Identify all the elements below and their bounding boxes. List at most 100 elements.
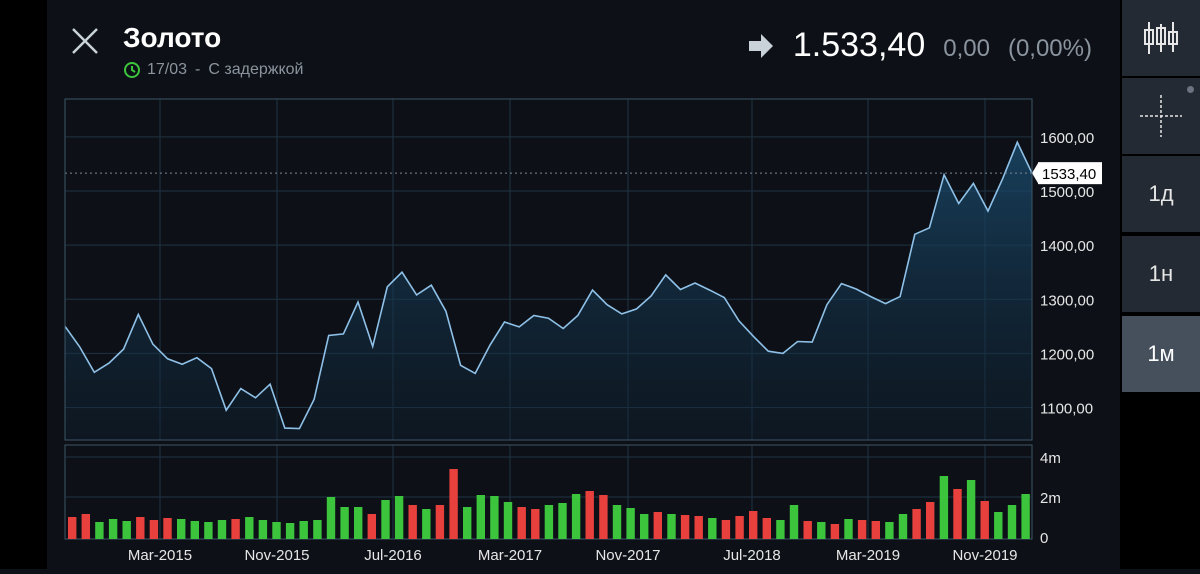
volume-bar (231, 519, 240, 539)
price-area (65, 142, 1032, 441)
chart-area[interactable]: 1600,00 1500,00 1400,00 1300,00 1200,00 1100,… (63, 97, 1120, 574)
y-tick-label: 1500,00 (1040, 184, 1094, 201)
volume-bar (830, 524, 840, 539)
volume-bar (953, 489, 962, 539)
right-toolbar: 1д 1н 1м (1120, 0, 1200, 569)
separator: - (195, 61, 201, 78)
volume-bar (422, 509, 431, 539)
close-icon (72, 28, 98, 54)
volume-bar (285, 523, 295, 539)
x-tick-label: Mar-2017 (478, 547, 542, 564)
chart-type-button[interactable] (1122, 0, 1200, 76)
volume-tick-label: 4m (1040, 450, 1061, 467)
volume-bar (789, 505, 799, 539)
volume-bar (108, 519, 118, 539)
volume-bar (966, 480, 976, 539)
volume-bar (885, 522, 894, 539)
volume-bar (163, 518, 172, 539)
current-price-marker (1032, 163, 1038, 184)
volume-bar (939, 476, 949, 539)
arrow-right-icon (748, 33, 773, 58)
volume-bar (694, 516, 703, 539)
y-tick-label: 1300,00 (1040, 292, 1094, 309)
volume-bar (708, 518, 717, 539)
volume-bar (122, 521, 131, 539)
x-tick-label: Jul-2016 (364, 547, 422, 564)
price-line (64, 140, 1033, 430)
volume-tick-label: 0 (1040, 530, 1048, 547)
volume-bar (857, 520, 867, 539)
instrument-title: Золото (123, 22, 222, 53)
x-tick-label: Jul-2018 (723, 547, 781, 564)
volume-bar (299, 521, 308, 539)
volume-bar (354, 507, 363, 539)
volume-bar (272, 522, 281, 539)
volume-bar (762, 518, 771, 539)
volume-bar (817, 522, 826, 539)
volume-bar (844, 519, 853, 539)
x-tick-label: Nov-2017 (595, 547, 660, 564)
x-tick-label: Nov-2015 (244, 547, 309, 564)
volume-bar (136, 517, 145, 539)
current-price-label: 1533,40 (1042, 166, 1096, 183)
volume-bar (258, 520, 268, 539)
volume-bar (653, 512, 662, 539)
current-price-box (1038, 162, 1102, 185)
volume-bar (749, 511, 758, 539)
volume-bar (1021, 494, 1030, 539)
volume-bar (544, 505, 554, 539)
indicator-dot (1187, 86, 1194, 93)
x-tick-label: Mar-2019 (836, 547, 900, 564)
price-change-percent: (0,00%) (1007, 35, 1092, 62)
volume-bar (640, 514, 649, 539)
price-panel-border (64, 98, 1033, 441)
crosshair-button[interactable] (1122, 78, 1200, 154)
volume-bar (898, 514, 908, 539)
volume-bar (217, 520, 227, 539)
volume-bar (490, 496, 499, 539)
candlestick-icon (1144, 22, 1178, 54)
price-change: 0,00 (943, 35, 990, 62)
x-tick-label: Nov-2019 (952, 547, 1017, 564)
volume-bar (367, 514, 376, 539)
volume-bar (313, 520, 322, 539)
price-chart[interactable]: 1600,00 1500,00 1400,00 1300,00 1200,00 1100,… (63, 97, 1120, 569)
x-tick-label: Mar-2015 (128, 547, 192, 564)
price-block: 1.533,40 0,00 (0,00%) (747, 26, 1092, 65)
volume-bar (204, 522, 213, 539)
volume-bar (680, 515, 690, 539)
volume-bar (926, 502, 935, 539)
period-month-button[interactable]: 1м (1122, 316, 1200, 392)
volume-bar (776, 520, 785, 539)
volume-bar (994, 512, 1003, 539)
quote-status: 17/03 - С задержкой (123, 61, 303, 79)
y-tick-label: 1400,00 (1040, 238, 1094, 255)
volume-bar (912, 509, 921, 539)
volume-bar (721, 520, 731, 539)
clock-icon (124, 62, 140, 78)
y-tick-label: 1100,00 (1040, 401, 1093, 418)
volume-bar (1007, 505, 1017, 539)
volume-bar (476, 495, 485, 539)
period-day-button[interactable]: 1д (1122, 156, 1200, 232)
volume-bar (626, 508, 635, 539)
volume-bar (503, 502, 513, 539)
y-tick-label: 1600,00 (1040, 130, 1094, 147)
quote-date: 17/03 (147, 61, 188, 78)
volume-bar (449, 469, 458, 539)
volume-bar (394, 496, 404, 539)
volume-bar (177, 519, 186, 539)
volume-bar (571, 494, 581, 539)
volume-bar (980, 501, 989, 539)
volume-bar (81, 514, 90, 539)
volume-bar (149, 520, 159, 539)
volume-bar (531, 509, 540, 539)
volume-bar (245, 517, 254, 539)
volume-bar (517, 507, 526, 539)
volume-tick-label: 2m (1040, 490, 1061, 507)
volume-bar (803, 521, 812, 539)
volume-bar (871, 521, 880, 539)
period-week-button[interactable]: 1н (1122, 236, 1200, 312)
close-button[interactable] (70, 26, 100, 56)
volume-bar (463, 507, 472, 539)
